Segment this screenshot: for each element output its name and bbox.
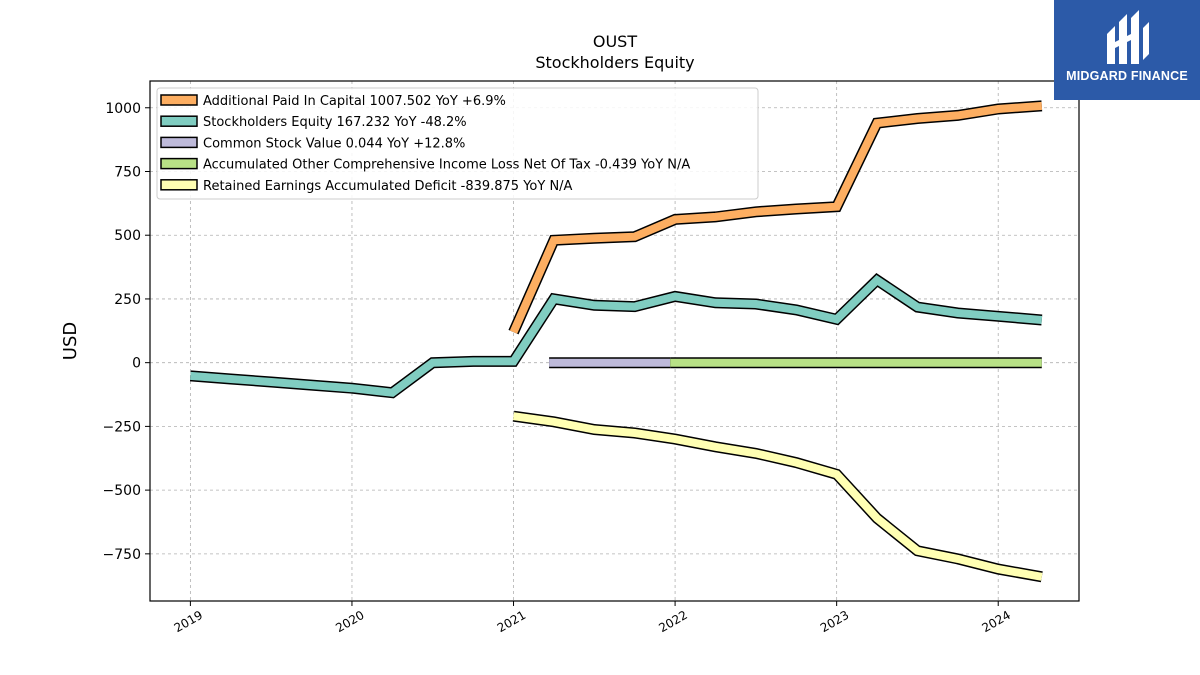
logo-mark-icon bbox=[1107, 10, 1149, 64]
y-tick-label: 250 bbox=[114, 292, 141, 308]
y-axis: 1000 750 500 250 0 −250 −500 −750 bbox=[103, 101, 150, 563]
x-tick-label: 2020 bbox=[333, 608, 366, 635]
legend-label-4: Retained Earnings Accumulated Deficit -8… bbox=[203, 179, 573, 194]
y-tick-label: 750 bbox=[114, 164, 141, 180]
legend-swatch-2 bbox=[160, 136, 198, 149]
chart-subtitle: Stockholders Equity bbox=[535, 53, 694, 72]
y-tick-label: −750 bbox=[103, 547, 141, 563]
x-tick-label: 2022 bbox=[656, 608, 689, 635]
x-tick-label: 2019 bbox=[172, 608, 205, 635]
series-outline-4 bbox=[512, 410, 1043, 583]
x-axis: 2019 2020 2021 2022 2023 2024 bbox=[172, 601, 1013, 635]
y-tick-label: −250 bbox=[103, 419, 141, 435]
plot-frame bbox=[149, 80, 1080, 602]
x-tick-label: 2023 bbox=[818, 608, 851, 635]
legend-label-0: Additional Paid In Capital 1007.502 YoY … bbox=[203, 94, 506, 109]
series-outline-1 bbox=[189, 273, 1043, 399]
series-line-1 bbox=[190, 274, 1043, 397]
series-line-0 bbox=[509, 101, 1043, 334]
x-tick-label: 2024 bbox=[979, 608, 1012, 635]
legend-label-3: Accumulated Other Comprehensive Income L… bbox=[203, 158, 690, 173]
chart-title: OUST bbox=[593, 32, 637, 51]
x-tick-label: 2021 bbox=[495, 608, 528, 635]
y-tick-label: 1000 bbox=[105, 101, 141, 117]
legend-box bbox=[156, 87, 759, 200]
legend-swatch-0 bbox=[160, 94, 198, 106]
midgard-finance-logo: MIDGARD FINANCE bbox=[1054, 0, 1200, 100]
legend-label-1: Stockholders Equity 167.232 YoY -48.2% bbox=[203, 115, 467, 130]
y-axis-label: USD bbox=[60, 322, 81, 360]
y-tick-label: 0 bbox=[132, 356, 141, 372]
legend-swatch-3 bbox=[160, 157, 198, 170]
series-lines bbox=[189, 100, 1043, 583]
series-line-4 bbox=[512, 412, 1043, 581]
legend: Additional Paid In Capital 1007.502 YoY … bbox=[156, 87, 759, 200]
legend-label-2: Common Stock Value 0.044 YoY +12.8% bbox=[203, 136, 465, 151]
legend-swatch-1 bbox=[160, 115, 198, 127]
y-tick-label: −500 bbox=[103, 483, 141, 499]
logo-text: MIDGARD FINANCE bbox=[1066, 69, 1188, 83]
y-tick-label: 500 bbox=[114, 228, 141, 244]
legend-swatch-4 bbox=[160, 179, 198, 191]
